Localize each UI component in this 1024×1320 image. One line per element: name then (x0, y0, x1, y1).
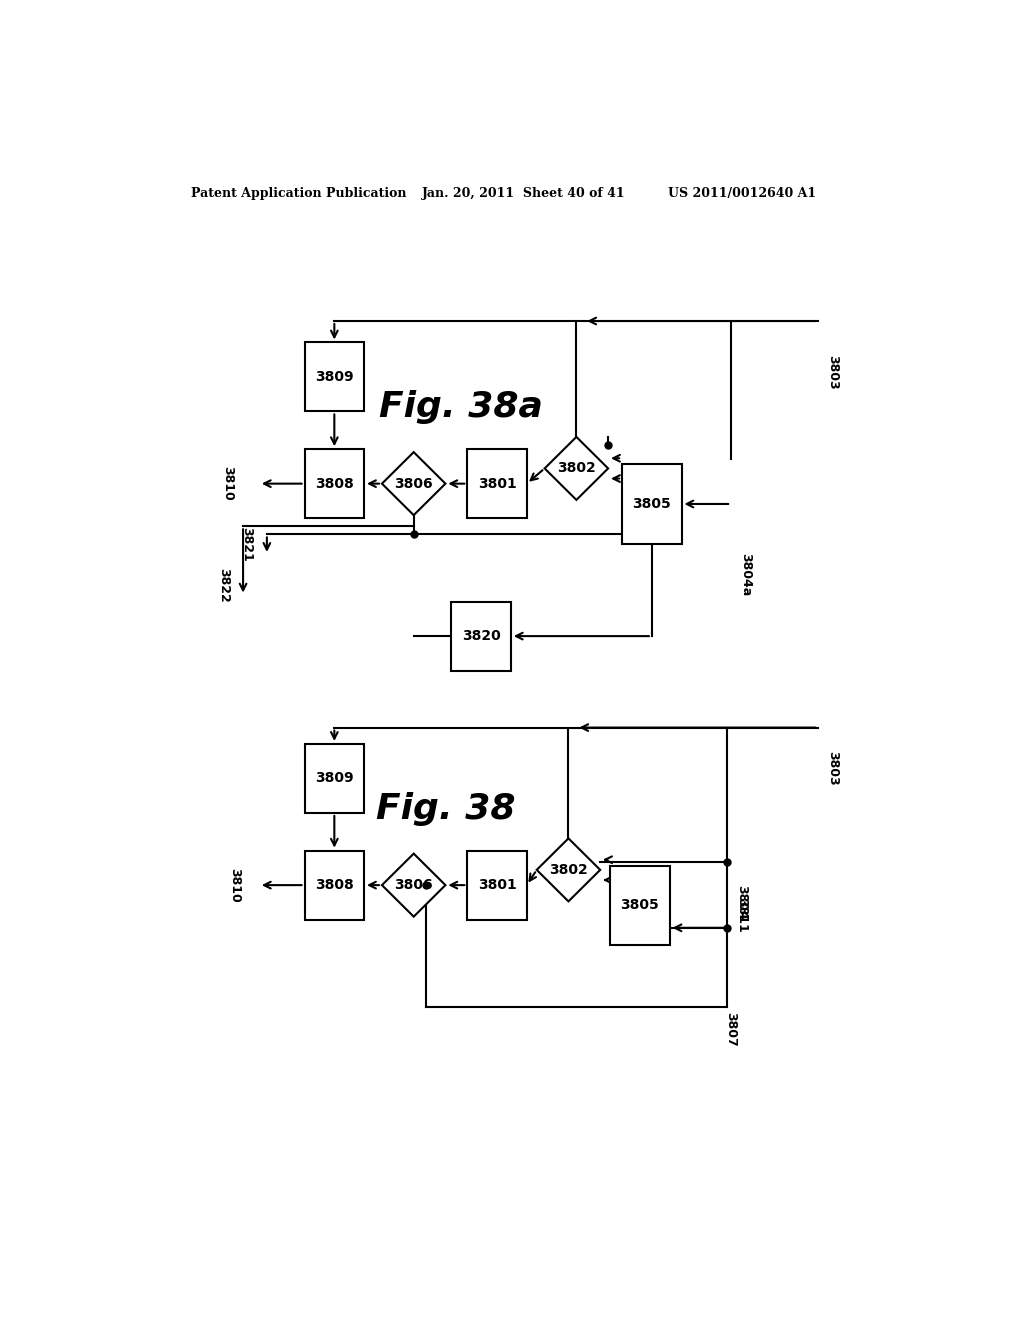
Text: 3808: 3808 (315, 878, 353, 892)
Text: 3801: 3801 (477, 878, 516, 892)
Text: 3811: 3811 (735, 898, 748, 933)
Text: 3803: 3803 (826, 355, 840, 389)
Text: 3808: 3808 (315, 477, 353, 491)
Text: 3805: 3805 (633, 496, 671, 511)
Bar (304, 449, 365, 519)
Text: 3809: 3809 (315, 370, 353, 384)
Text: 3804: 3804 (735, 884, 748, 920)
Text: 3806: 3806 (394, 477, 433, 491)
Text: 3802: 3802 (557, 462, 596, 475)
Text: 3821: 3821 (241, 527, 254, 562)
Polygon shape (382, 854, 445, 916)
Text: 3810: 3810 (228, 867, 242, 903)
Bar (304, 342, 365, 412)
Bar (610, 866, 670, 945)
Bar (467, 449, 526, 519)
Text: US 2011/0012640 A1: US 2011/0012640 A1 (668, 187, 816, 199)
Text: Jan. 20, 2011  Sheet 40 of 41: Jan. 20, 2011 Sheet 40 of 41 (422, 187, 626, 199)
Text: Fig. 38a: Fig. 38a (379, 391, 544, 425)
Text: 3810: 3810 (221, 466, 233, 502)
Text: 3805: 3805 (621, 899, 659, 912)
Text: 3809: 3809 (315, 771, 353, 785)
Text: 3802: 3802 (549, 863, 588, 876)
Polygon shape (537, 838, 600, 902)
Text: 3806: 3806 (394, 878, 433, 892)
Text: 3804a: 3804a (739, 553, 752, 597)
Text: Patent Application Publication: Patent Application Publication (191, 187, 407, 199)
Bar (304, 850, 365, 920)
Bar (467, 850, 526, 920)
Bar (622, 465, 682, 544)
Text: Fig. 38: Fig. 38 (376, 792, 515, 826)
Polygon shape (382, 453, 445, 515)
Text: 3807: 3807 (725, 1012, 737, 1047)
Bar (452, 602, 511, 671)
Bar (304, 744, 365, 813)
Polygon shape (545, 437, 608, 500)
Text: 3822: 3822 (217, 568, 229, 603)
Text: 3803: 3803 (826, 751, 840, 785)
Text: 3820: 3820 (462, 630, 501, 643)
Text: 3801: 3801 (477, 477, 516, 491)
